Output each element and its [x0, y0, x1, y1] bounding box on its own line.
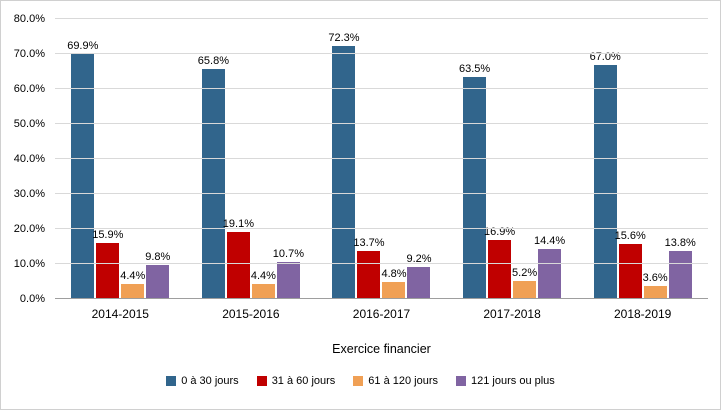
- gridline: [55, 228, 708, 229]
- bar-group: 65.8% 19.1% 4.4% 10.7%: [186, 19, 317, 299]
- legend-item: 31 à 60 jours: [256, 375, 336, 387]
- x-tick-label: 2016-2017: [352, 307, 411, 321]
- bar-value-label: 4.8%: [381, 268, 407, 281]
- gridline: [55, 158, 708, 159]
- bar-series-1: 15.9%: [92, 229, 123, 299]
- x-tick-label: 2015-2016: [222, 307, 280, 321]
- legend-swatch-icon: [456, 376, 467, 386]
- bar-value-label: 72.3%: [328, 31, 360, 44]
- bar-value-label: 13.8%: [664, 236, 696, 249]
- bar-value-label: 13.7%: [353, 237, 385, 250]
- legend-label: 61 à 120 jours: [368, 375, 439, 387]
- bar-group: 69.9% 15.9% 4.4% 9.8%: [55, 19, 186, 299]
- bar-group: 67.0% 15.6% 3.6% 13.8%: [577, 19, 708, 299]
- bar-value-label: 4.4%: [250, 269, 276, 282]
- bar-value-label: 19.1%: [222, 218, 254, 231]
- x-tick-label: 2017-2018: [483, 307, 541, 321]
- legend-swatch-icon: [166, 376, 177, 386]
- bar-series-3: 9.8%: [145, 251, 170, 299]
- legend-label: 121 jours ou plus: [471, 375, 555, 387]
- gridline: [55, 193, 708, 194]
- bar-group: 72.3% 13.7% 4.8% 9.2%: [316, 19, 447, 299]
- bar-value-label: 10.7%: [272, 247, 304, 260]
- bar-series-3: 14.4%: [534, 235, 565, 299]
- legend-item: 121 jours ou plus: [456, 375, 555, 387]
- bar-series-0: 65.8%: [198, 55, 229, 299]
- bar-value-label: 65.8%: [197, 54, 229, 67]
- bar-series-1: 16.9%: [484, 226, 515, 299]
- legend-swatch-icon: [256, 376, 267, 386]
- bar-series-3: 13.8%: [665, 237, 696, 299]
- gridline: [55, 18, 708, 19]
- y-tick-label: 20.0%: [13, 223, 45, 235]
- gridline: [55, 263, 708, 264]
- bar-series-1: 15.6%: [615, 230, 646, 299]
- bar-value-label: 63.5%: [458, 62, 491, 75]
- legend-label: 0 à 30 jours: [181, 375, 239, 387]
- bar-value-label: 3.6%: [642, 272, 668, 285]
- legend: 0 à 30 jours 31 à 60 jours 61 à 120 jours 1…: [1, 375, 720, 387]
- gridline: [55, 123, 708, 124]
- x-tick-labels: 2014-2015 2015-2016 2016-2017 2017-2018 2018…: [55, 307, 708, 321]
- y-tick-label: 80.0%: [13, 13, 45, 25]
- y-tick-label: 30.0%: [13, 188, 45, 200]
- bar-value-label: 4.4%: [120, 269, 146, 282]
- x-tick-label: 2014-2015: [91, 307, 149, 321]
- bar-series-3: 9.2%: [406, 253, 432, 299]
- gridline: [55, 88, 708, 89]
- gridline: [55, 53, 708, 54]
- bar-series-1: 13.7%: [353, 237, 385, 299]
- bar-series-2: 3.6%: [643, 272, 668, 299]
- bar-series-2: 4.8%: [381, 268, 407, 299]
- bar-value-label: 9.2%: [406, 252, 432, 265]
- x-axis-line: [55, 298, 708, 299]
- y-tick-label: 60.0%: [13, 83, 45, 95]
- bar-series-2: 4.4%: [251, 270, 276, 299]
- bar-value-label: 9.8%: [145, 250, 171, 263]
- bar-series-2: 4.4%: [120, 270, 145, 299]
- x-axis-title: Exercice financier: [332, 342, 431, 356]
- y-tick-label: 10.0%: [13, 258, 45, 270]
- bar-group: 63.5% 16.9% 5.2% 14.4%: [447, 19, 578, 299]
- y-tick-label: 50.0%: [13, 118, 45, 130]
- legend-item: 61 à 120 jours: [353, 375, 438, 387]
- x-tick-label: 2018-2019: [613, 307, 672, 321]
- bar-value-label: 14.4%: [533, 234, 566, 247]
- legend-swatch-icon: [353, 376, 364, 386]
- bar-value-label: 15.6%: [614, 230, 646, 243]
- y-tick-label: 40.0%: [13, 153, 45, 165]
- bar-series-0: 69.9%: [67, 40, 98, 299]
- legend-label: 31 à 60 jours: [271, 375, 336, 387]
- bar-value-label: 69.9%: [67, 40, 99, 53]
- plot-area: 69.9% 15.9% 4.4% 9.8% 65.8% 19.1% 4.4% 10.7% 72.…: [55, 18, 708, 299]
- legend-item: 0 à 30 jours: [166, 375, 239, 387]
- bar-series-0: 63.5%: [459, 63, 490, 299]
- bar-series-1: 19.1%: [223, 218, 254, 299]
- bar-series-2: 5.2%: [512, 267, 537, 299]
- bar-value-label: 5.2%: [512, 266, 538, 279]
- bar-groups: 69.9% 15.9% 4.4% 9.8% 65.8% 19.1% 4.4% 10.7% 72.…: [55, 19, 708, 299]
- y-axis-labels: 0.0% 10.0% 20.0% 30.0% 40.0% 50.0% 60.0% 70.0% 8…: [1, 13, 49, 305]
- bar-value-label: 15.9%: [92, 229, 124, 242]
- bar-series-3: 10.7%: [273, 248, 304, 299]
- y-tick-label: 0.0%: [19, 293, 45, 305]
- bar-series-0: 72.3%: [328, 32, 360, 299]
- y-tick-label: 70.0%: [13, 48, 45, 60]
